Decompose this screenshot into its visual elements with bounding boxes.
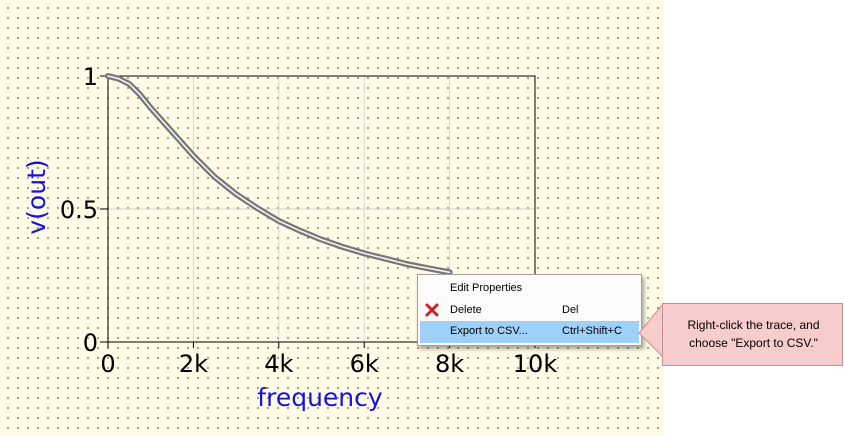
x-axis-title: frequency — [257, 383, 383, 412]
x-tick-label: 6k — [350, 350, 379, 378]
menu-item-label: Export to CSV... — [450, 325, 528, 337]
menu-item-delete[interactable]: Delete Del — [420, 300, 639, 322]
trace-highlight — [107, 75, 451, 274]
menu-item-export-csv[interactable]: Export to CSV... Ctrl+Shift+C — [420, 321, 639, 343]
menu-item-shortcut: Del — [562, 304, 579, 316]
menu-item-label: Edit Properties — [450, 282, 523, 294]
plot-frame — [107, 75, 536, 343]
menu-item-label: Delete — [450, 304, 482, 316]
y-tick-label: 0 — [83, 329, 98, 357]
trace-group[interactable] — [105, 73, 453, 276]
x-tick-label: 4k — [264, 350, 293, 378]
instruction-callout: Right-click the trace, and choose "Expor… — [662, 303, 843, 366]
callout-pointer — [638, 302, 664, 359]
x-tick-label: 8k — [435, 350, 464, 378]
y-axis-title: v(out) — [22, 159, 51, 234]
menu-item-edit-properties[interactable]: Edit Properties — [420, 278, 639, 300]
callout-text: Right-click the trace, and choose "Expor… — [687, 318, 820, 350]
plot-svg: 0 2k 4k 6k 8k 10k 0 0.5 1 frequency v(out) — [22, 63, 557, 412]
y-tick-label: 1 — [83, 63, 98, 91]
x-tick-label: 0 — [100, 350, 115, 378]
delete-x-icon — [425, 303, 439, 317]
x-tick-label: 2k — [179, 350, 208, 378]
y-tick-label: 0.5 — [60, 196, 98, 224]
x-tick-label: 10k — [513, 350, 558, 378]
context-menu: Edit Properties Delete Del Export to CSV… — [417, 274, 642, 346]
tick-labels: 0 2k 4k 6k 8k 10k 0 0.5 1 — [60, 63, 557, 378]
menu-item-shortcut: Ctrl+Shift+C — [562, 325, 622, 337]
plot-canvas[interactable] — [0, 0, 664, 436]
